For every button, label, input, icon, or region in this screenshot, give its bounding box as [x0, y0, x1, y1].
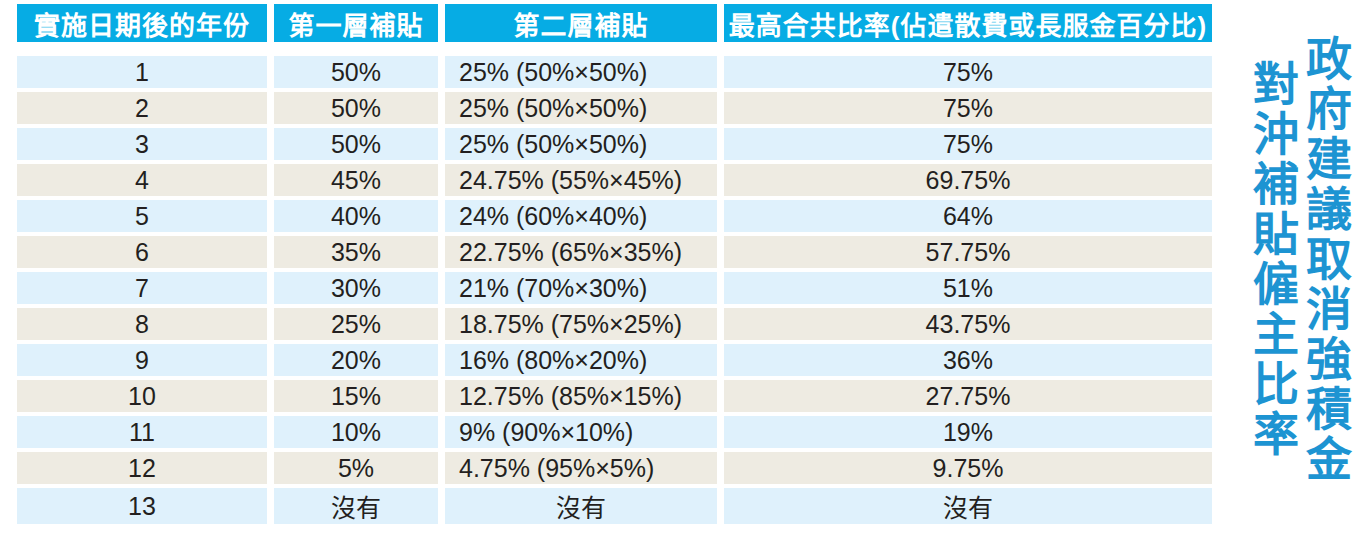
- tier1-subsidy-cell: 10%: [274, 416, 438, 448]
- infographic-canvas: 實施日期後的年份 第一層補貼 第二層補貼 最高合共比率(佔遣散費或長服金百分比)…: [0, 0, 1353, 540]
- tier2-subsidy-cell: 24.75% (55%×45%): [445, 164, 717, 196]
- table-row: 125%4.75% (95%×5%)9.75%: [17, 452, 1212, 484]
- table-row: 250%25% (50%×50%)75%: [17, 92, 1212, 124]
- combined-ratio-cell: 69.75%: [724, 164, 1212, 196]
- tier1-subsidy-cell: 50%: [274, 56, 438, 88]
- year-cell: 1: [17, 56, 267, 88]
- tier1-subsidy-cell: 20%: [274, 344, 438, 376]
- subsidy-table: 實施日期後的年份 第一層補貼 第二層補貼 最高合共比率(佔遣散費或長服金百分比)…: [10, 0, 1219, 528]
- combined-ratio-cell: 75%: [724, 128, 1212, 160]
- tier2-subsidy-cell: 24% (60%×40%): [445, 200, 717, 232]
- headline-line-2: 對沖補貼僱主比率: [1246, 60, 1298, 460]
- table-row: 730%21% (70%×30%)51%: [17, 272, 1212, 304]
- tier2-subsidy-cell: 16% (80%×20%): [445, 344, 717, 376]
- tier1-subsidy-cell: 45%: [274, 164, 438, 196]
- tier2-subsidy-cell: 25% (50%×50%): [445, 92, 717, 124]
- tier1-subsidy-cell: 30%: [274, 272, 438, 304]
- headline-line-1: 政府建議取消強積金: [1299, 35, 1351, 485]
- combined-ratio-cell: 75%: [724, 92, 1212, 124]
- tier2-subsidy-cell: 沒有: [445, 488, 717, 524]
- table-row: 540%24% (60%×40%)64%: [17, 200, 1212, 232]
- table-row: 920%16% (80%×20%)36%: [17, 344, 1212, 376]
- vertical-headline: 政府建議取消強積金 對沖補貼僱主比率: [1245, 4, 1351, 516]
- tier1-subsidy-cell: 35%: [274, 236, 438, 268]
- combined-ratio-cell: 51%: [724, 272, 1212, 304]
- table-row: 1110%9% (90%×10%)19%: [17, 416, 1212, 448]
- table-row: 1015%12.75% (85%×15%)27.75%: [17, 380, 1212, 412]
- tier2-subsidy-cell: 9% (90%×10%): [445, 416, 717, 448]
- tier1-subsidy-cell: 50%: [274, 92, 438, 124]
- tier2-subsidy-cell: 21% (70%×30%): [445, 272, 717, 304]
- table-row: 350%25% (50%×50%)75%: [17, 128, 1212, 160]
- year-cell: 4: [17, 164, 267, 196]
- year-cell: 5: [17, 200, 267, 232]
- year-cell: 3: [17, 128, 267, 160]
- year-cell: 10: [17, 380, 267, 412]
- tier2-subsidy-cell: 18.75% (75%×25%): [445, 308, 717, 340]
- year-cell: 7: [17, 272, 267, 304]
- col-header-years-after-implementation: 實施日期後的年份: [17, 4, 267, 42]
- tier2-subsidy-cell: 22.75% (65%×35%): [445, 236, 717, 268]
- tier2-subsidy-cell: 25% (50%×50%): [445, 128, 717, 160]
- table-row: 150%25% (50%×50%)75%: [17, 56, 1212, 88]
- year-cell: 2: [17, 92, 267, 124]
- table-row: 445%24.75% (55%×45%)69.75%: [17, 164, 1212, 196]
- col-header-second-tier-subsidy: 第二層補貼: [445, 4, 717, 42]
- tier2-subsidy-cell: 25% (50%×50%): [445, 56, 717, 88]
- tier1-subsidy-cell: 40%: [274, 200, 438, 232]
- combined-ratio-cell: 27.75%: [724, 380, 1212, 412]
- col-header-first-tier-subsidy: 第一層補貼: [274, 4, 438, 42]
- combined-ratio-cell: 沒有: [724, 488, 1212, 524]
- col-header-max-combined-ratio: 最高合共比率(佔遣散費或長服金百分比): [724, 4, 1212, 42]
- combined-ratio-cell: 57.75%: [724, 236, 1212, 268]
- table-row: 635%22.75% (65%×35%)57.75%: [17, 236, 1212, 268]
- combined-ratio-cell: 43.75%: [724, 308, 1212, 340]
- tier2-subsidy-cell: 12.75% (85%×15%): [445, 380, 717, 412]
- tier1-subsidy-cell: 15%: [274, 380, 438, 412]
- tier1-subsidy-cell: 25%: [274, 308, 438, 340]
- year-cell: 8: [17, 308, 267, 340]
- tier1-subsidy-cell: 沒有: [274, 488, 438, 524]
- year-cell: 9: [17, 344, 267, 376]
- header-row: 實施日期後的年份 第一層補貼 第二層補貼 最高合共比率(佔遣散費或長服金百分比): [17, 4, 1212, 42]
- combined-ratio-cell: 36%: [724, 344, 1212, 376]
- tier1-subsidy-cell: 5%: [274, 452, 438, 484]
- year-cell: 12: [17, 452, 267, 484]
- tier1-subsidy-cell: 50%: [274, 128, 438, 160]
- subsidy-table-header: 實施日期後的年份 第一層補貼 第二層補貼 最高合共比率(佔遣散費或長服金百分比): [17, 4, 1212, 42]
- combined-ratio-cell: 9.75%: [724, 452, 1212, 484]
- combined-ratio-cell: 19%: [724, 416, 1212, 448]
- year-cell: 6: [17, 236, 267, 268]
- tier2-subsidy-cell: 4.75% (95%×5%): [445, 452, 717, 484]
- combined-ratio-cell: 75%: [724, 56, 1212, 88]
- subsidy-table-wrap: 實施日期後的年份 第一層補貼 第二層補貼 最高合共比率(佔遣散費或長服金百分比)…: [10, 0, 1219, 528]
- combined-ratio-cell: 64%: [724, 200, 1212, 232]
- year-cell: 11: [17, 416, 267, 448]
- table-row: 825%18.75% (75%×25%)43.75%: [17, 308, 1212, 340]
- table-row: 13沒有沒有沒有: [17, 488, 1212, 524]
- subsidy-table-body: 150%25% (50%×50%)75%250%25% (50%×50%)75%…: [17, 46, 1212, 524]
- year-cell: 13: [17, 488, 267, 524]
